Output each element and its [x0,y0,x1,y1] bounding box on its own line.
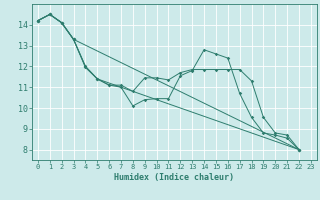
X-axis label: Humidex (Indice chaleur): Humidex (Indice chaleur) [115,173,234,182]
